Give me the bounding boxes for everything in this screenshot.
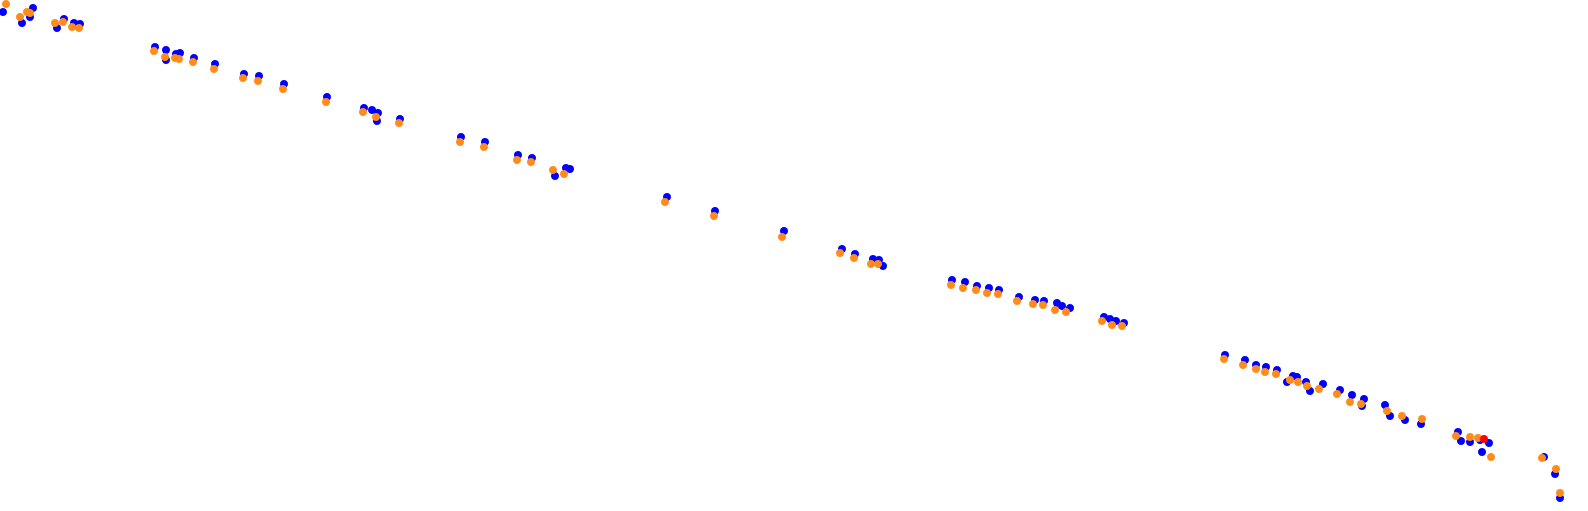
point bbox=[210, 65, 218, 73]
point bbox=[239, 74, 247, 82]
point bbox=[874, 260, 882, 268]
point bbox=[1029, 300, 1037, 308]
point bbox=[1220, 355, 1228, 363]
point bbox=[26, 9, 34, 17]
point bbox=[549, 166, 557, 174]
point bbox=[480, 143, 488, 151]
point bbox=[513, 156, 521, 164]
point bbox=[254, 77, 262, 85]
point bbox=[68, 23, 76, 31]
point bbox=[161, 53, 169, 61]
point bbox=[1383, 407, 1391, 415]
point bbox=[1552, 465, 1560, 473]
point bbox=[527, 158, 535, 166]
point bbox=[368, 106, 376, 114]
point bbox=[176, 49, 184, 57]
point bbox=[1357, 400, 1365, 408]
point bbox=[566, 165, 574, 173]
point bbox=[279, 85, 287, 93]
point bbox=[1478, 448, 1486, 456]
point bbox=[150, 47, 158, 55]
point bbox=[867, 260, 875, 268]
point bbox=[1118, 322, 1126, 330]
point bbox=[1303, 382, 1311, 390]
point bbox=[1058, 302, 1066, 310]
point bbox=[59, 18, 67, 26]
point bbox=[983, 289, 991, 297]
point bbox=[1348, 391, 1356, 399]
point bbox=[994, 290, 1002, 298]
point bbox=[778, 233, 786, 241]
point bbox=[1051, 306, 1059, 314]
point bbox=[1346, 398, 1354, 406]
point bbox=[1252, 365, 1260, 373]
point bbox=[16, 13, 24, 21]
point bbox=[1062, 308, 1070, 316]
point bbox=[395, 119, 403, 127]
point bbox=[1333, 390, 1341, 398]
point bbox=[1286, 376, 1294, 384]
point bbox=[1457, 437, 1465, 445]
point bbox=[1108, 321, 1116, 329]
point bbox=[1294, 378, 1302, 386]
point bbox=[959, 284, 967, 292]
point bbox=[322, 98, 330, 106]
point bbox=[372, 113, 380, 121]
point bbox=[710, 212, 718, 220]
point bbox=[836, 249, 844, 257]
point bbox=[1013, 297, 1021, 305]
point bbox=[972, 286, 980, 294]
point bbox=[1452, 432, 1460, 440]
point bbox=[175, 55, 183, 63]
point bbox=[1098, 317, 1106, 325]
point bbox=[189, 58, 197, 66]
point bbox=[359, 108, 367, 116]
point bbox=[1556, 489, 1564, 497]
point bbox=[1487, 453, 1495, 461]
point bbox=[850, 254, 858, 262]
point bbox=[75, 24, 83, 32]
point bbox=[1538, 454, 1546, 462]
point bbox=[1315, 385, 1323, 393]
point bbox=[1466, 433, 1474, 441]
point bbox=[1261, 368, 1269, 376]
point bbox=[1039, 301, 1047, 309]
point bbox=[560, 170, 568, 178]
point bbox=[2, 0, 10, 8]
point bbox=[456, 138, 464, 146]
point bbox=[0, 8, 7, 16]
point bbox=[1474, 434, 1482, 442]
point bbox=[162, 46, 170, 54]
point bbox=[1239, 361, 1247, 369]
point bbox=[661, 198, 669, 206]
point bbox=[51, 19, 59, 27]
point bbox=[1398, 412, 1406, 420]
point bbox=[947, 281, 955, 289]
point bbox=[1272, 370, 1280, 378]
point bbox=[1418, 415, 1426, 423]
point bbox=[1480, 435, 1488, 443]
